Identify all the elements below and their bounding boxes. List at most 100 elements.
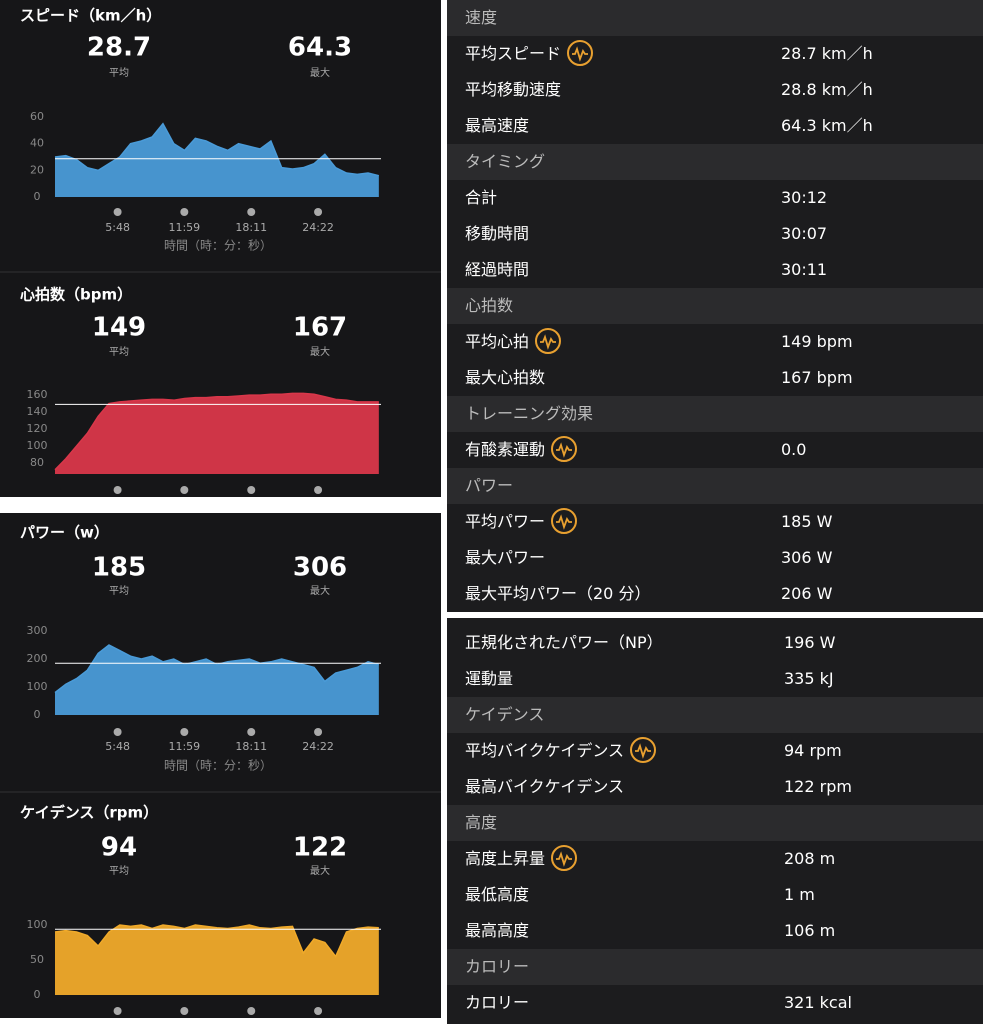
stat-row: カロリー 321 kcal (447, 985, 983, 1021)
x-tick-label: 24:22 (302, 221, 334, 234)
area-fill (55, 393, 379, 474)
section-header: 心拍数 (447, 288, 983, 324)
y-tick-label: 40 (30, 137, 44, 150)
y-tick-label: 200 (27, 652, 48, 665)
row-label: 有酸素運動 (465, 432, 578, 468)
x-tick-dot (180, 1007, 189, 1015)
stat-row: 平均スピード 28.7 km／h (447, 36, 983, 72)
row-value: 185 W (781, 512, 833, 531)
insight-icon[interactable] (551, 435, 578, 462)
area-fill (55, 645, 379, 715)
chart-title: ケイデンス（rpm） (20, 804, 158, 822)
stat-label: 最大 (310, 66, 330, 79)
row-label: 平均バイクケイデンス (465, 733, 657, 769)
y-tick-label: 0 (34, 190, 41, 203)
stat-row: 移動時間 30:07 (447, 216, 983, 252)
row-label: 移動時間 (465, 224, 530, 243)
row-label: 平均心拍 (465, 324, 562, 360)
x-tick-label: 11:59 (168, 221, 200, 234)
x-axis-title: 時間（時：分：秒） (164, 239, 272, 253)
x-tick-label: 11:59 (168, 740, 200, 753)
row-label: 平均移動速度 (465, 80, 562, 99)
stat-row: 最大平均パワー（20 分） 206 W (447, 576, 983, 612)
stat-label: 最大 (310, 864, 330, 877)
stat-row: 最低高度 1 m (447, 877, 983, 913)
x-tick-label: 24:22 (302, 740, 334, 753)
stats-table: 正規化されたパワー（NP） 196 W 運動量 335 kJ ケイデンス 平均バイクケイデ… (447, 618, 983, 1024)
x-tick-dot (113, 728, 122, 736)
x-tick-dot (314, 208, 323, 216)
row-value: 1 m (784, 885, 815, 904)
stat-value: 149 (92, 313, 146, 343)
x-tick-dot (247, 1007, 256, 1015)
row-value: 30:07 (781, 224, 828, 243)
stat-label: 最大 (310, 584, 330, 597)
row-label: 合計 (465, 188, 498, 207)
y-tick-label: 80 (30, 456, 44, 469)
area-fill (55, 123, 379, 197)
x-tick-dot (247, 208, 256, 216)
header-text: パワー (465, 476, 514, 495)
row-label: 運動量 (465, 669, 514, 688)
row-label: 経過時間 (465, 260, 530, 279)
row-value: 28.7 km／h (781, 44, 873, 63)
stat-value: 185 (92, 553, 146, 583)
insight-icon[interactable] (551, 844, 578, 871)
chart-title: パワー（w） (20, 524, 109, 542)
row-value: 64.3 km／h (781, 116, 873, 135)
y-tick-label: 0 (34, 988, 41, 1001)
y-tick-label: 60 (30, 110, 44, 123)
stat-row: 最高バイクケイデンス 122 rpm (447, 769, 983, 805)
insight-icon[interactable] (535, 327, 562, 354)
x-tick-dot (180, 208, 189, 216)
row-label: 高度上昇量 (465, 841, 578, 877)
stat-row: 平均パワー 185 W (447, 504, 983, 540)
row-value: 30:12 (781, 188, 828, 207)
row-value: 208 m (784, 849, 836, 868)
row-value: 149 bpm (781, 332, 853, 351)
insight-icon[interactable] (630, 736, 657, 763)
x-tick-dot (247, 486, 256, 494)
row-label: カロリー (465, 993, 530, 1012)
row-label: 正規化されたパワー（NP） (465, 633, 663, 652)
header-text: カロリー (465, 957, 530, 976)
insight-icon[interactable] (551, 507, 578, 534)
area-line (54, 122, 380, 177)
y-tick-label: 100 (27, 918, 48, 931)
stat-row: 平均心拍 149 bpm (447, 324, 983, 360)
insight-icon[interactable] (567, 39, 594, 66)
stat-row: 有酸素運動 0.0 (447, 432, 983, 468)
section-header: タイミング (447, 144, 983, 180)
area-line (54, 924, 379, 958)
row-value: 122 rpm (784, 777, 852, 796)
row-value: 206 W (781, 584, 833, 603)
row-value: 28.8 km／h (781, 80, 873, 99)
stat-row: 平均移動速度 28.8 km／h (447, 72, 983, 108)
row-value: 106 m (784, 921, 836, 940)
stat-row: 最大パワー 306 W (447, 540, 983, 576)
section-header: 速度 (447, 0, 983, 36)
stat-row: 高度上昇量 208 m (447, 841, 983, 877)
row-value: 321 kcal (784, 993, 852, 1012)
stat-row: 正規化されたパワー（NP） 196 W (447, 625, 983, 661)
y-tick-label: 20 (30, 163, 44, 176)
row-label: 最大パワー (465, 548, 546, 567)
row-label: 最高高度 (465, 921, 530, 940)
x-axis-title: 時間（時：分：秒） (164, 759, 272, 773)
stat-value: 28.7 (87, 33, 151, 63)
x-tick-label: 18:11 (235, 221, 267, 234)
stat-row: 平均バイクケイデンス 94 rpm (447, 733, 983, 769)
chart-title: スピード（km／h） (20, 7, 161, 25)
x-tick-label: 18:11 (235, 740, 267, 753)
stat-label: 平均 (109, 346, 129, 358)
section-header: トレーニング効果 (447, 396, 983, 432)
y-tick-label: 160 (27, 388, 48, 401)
stats-table: 速度 平均スピード 28.7 km／h 平均移動速度 28.8 km／h 最高速度 64.3… (447, 0, 983, 612)
y-tick-label: 0 (34, 708, 41, 721)
x-tick-dot (314, 486, 323, 494)
stat-row: 最大心拍数 167 bpm (447, 360, 983, 396)
stat-value: 167 (293, 313, 347, 343)
y-tick-label: 100 (27, 680, 48, 693)
header-text: トレーニング効果 (465, 404, 594, 423)
